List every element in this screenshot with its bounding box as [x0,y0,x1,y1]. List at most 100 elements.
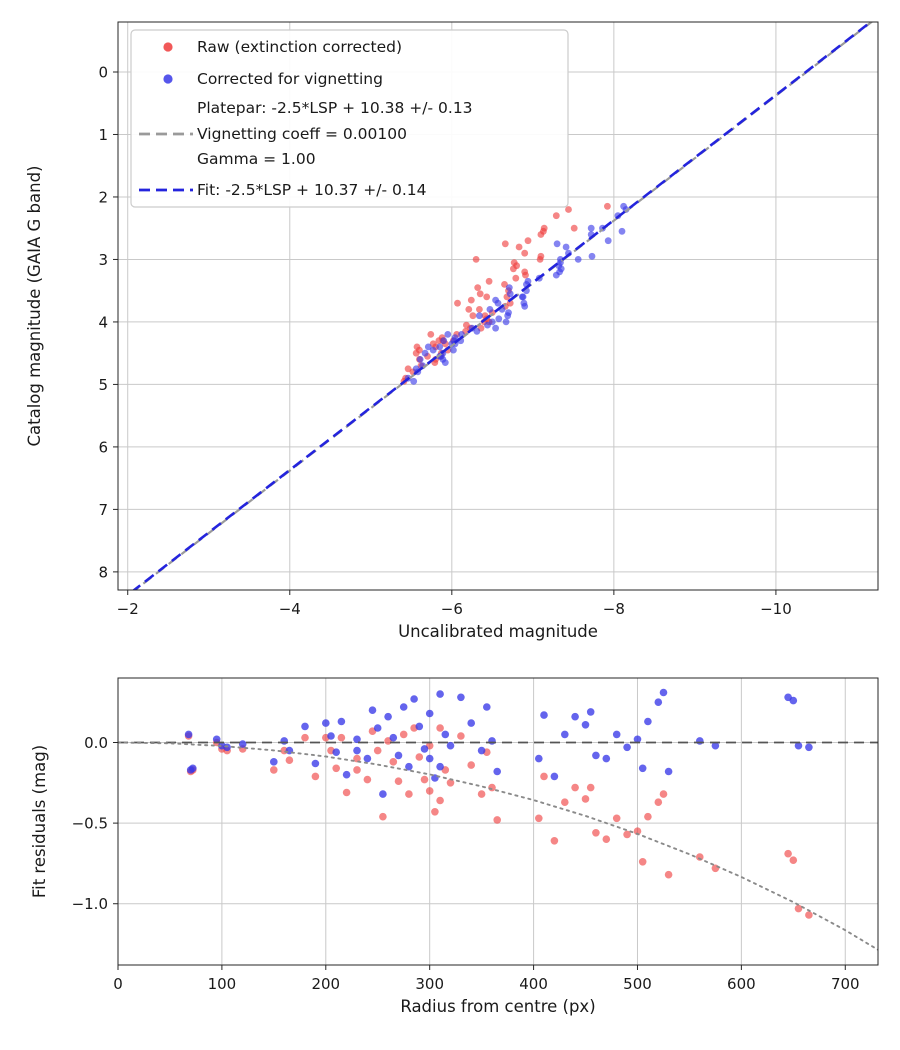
data-point [436,724,444,732]
legend-label: Corrected for vignetting [197,70,383,88]
data-point [493,767,502,776]
data-point [280,737,289,745]
legend-marker-dot [163,74,173,84]
x-tick-label: −10 [760,600,792,618]
data-point [784,849,792,858]
data-point [420,775,429,784]
x-tick-label: 300 [415,975,444,993]
data-point [483,703,491,711]
data-point [436,690,444,698]
data-point [618,227,626,235]
data-point [602,835,611,843]
data-point [505,284,513,291]
legend-marker-dot [163,42,173,52]
x-axis-label: Radius from centre (px) [400,997,595,1016]
legend-box [130,29,569,208]
y-tick-label: 0.0 [84,734,108,752]
data-point [467,761,476,769]
data-point [353,766,361,774]
residuals-plot: 0 100 200 300 400 500 600 700 0.0 −0.5 −1.0 Radius … [30,677,879,1016]
data-point [664,870,673,879]
data-point [562,243,570,251]
data-point [476,290,484,298]
data-point [535,754,543,763]
data-point [484,321,491,329]
data-point [485,277,493,285]
data-point [373,724,382,732]
data-point [477,790,486,798]
legend-item: Platepar: -2.5*LSP + 10.38 +/- 0.13 Vigne… [139,99,473,168]
y-axis-label: Catalog magnitude (GAIA G band) [25,166,44,447]
data-point [540,711,548,719]
fit-lines [118,741,878,951]
data-point [353,754,361,763]
y-tick-label: 3 [98,251,108,269]
data-point [659,790,668,798]
y-tick-label: 6 [98,438,108,456]
y-axis: 0 1 2 3 4 5 6 7 8 [98,63,118,581]
data-point [654,798,663,806]
data-point [342,788,351,797]
data-point [477,746,486,755]
data-point [353,746,361,755]
fit-line [132,22,873,590]
data-point [588,252,596,260]
data-point [633,827,642,835]
data-point [623,743,631,752]
data-point [416,346,423,354]
legend-label: Fit: -2.5*LSP + 10.37 +/- 0.14 [197,181,427,199]
data-point [327,732,335,740]
data-point [450,346,457,354]
data-point [373,746,382,755]
data-point [332,764,341,773]
data-point [444,331,452,338]
data-point [789,696,798,705]
data-point [604,202,611,210]
data-point [587,224,595,232]
data-point [463,321,470,329]
data-point [696,737,704,745]
data-point [581,721,590,729]
data-point [552,212,560,220]
data-point [467,296,475,304]
data-point [436,343,444,351]
data-point [571,712,579,721]
data-point [644,812,652,821]
data-point [342,770,351,779]
x-tick-label: 700 [831,975,860,993]
data-point [389,733,398,742]
data-point [363,754,372,763]
data-point [473,327,481,335]
data-point [404,365,412,373]
legend-item: Raw (extinction corrected) [163,38,402,56]
data-point [502,318,510,326]
data-point [238,740,247,748]
y-tick-label: 2 [98,188,108,206]
data-point [638,858,647,866]
data-point [285,756,294,764]
data-point [592,751,600,760]
data-point [420,745,429,753]
data-point [270,758,278,766]
data-point [379,812,387,821]
y-tick-label: 4 [98,313,108,331]
y-tick-label: 7 [98,501,108,519]
data-point [506,290,514,298]
data-point [454,299,461,307]
y-tick-label: −0.5 [72,815,108,833]
data-point [476,312,483,320]
data-point [612,814,621,823]
data-point [553,240,561,248]
data-point [429,340,437,348]
data-point [654,698,663,706]
raw-series [400,202,611,385]
data-point [389,758,398,766]
data-point [427,331,435,338]
data-point [521,268,529,276]
data-point [794,904,803,913]
data-point [501,240,509,248]
data-point [457,693,465,702]
y-tick-label: 8 [98,563,108,581]
